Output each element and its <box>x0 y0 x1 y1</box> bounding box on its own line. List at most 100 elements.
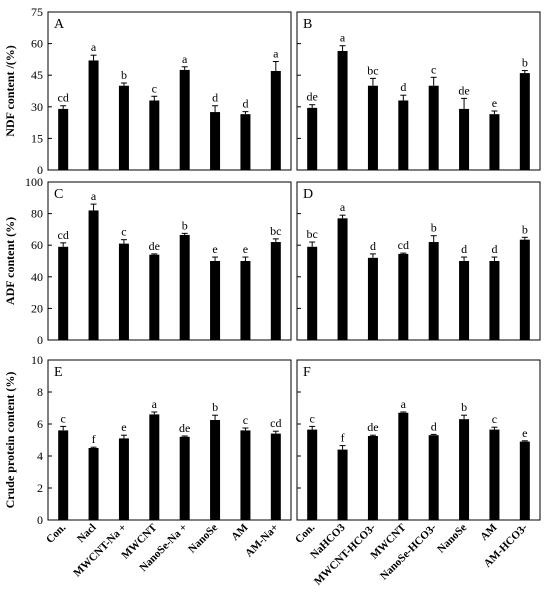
bar <box>337 50 348 171</box>
significance-letter: de <box>179 421 190 435</box>
x-tick-label: NanoSe <box>435 522 469 556</box>
bar <box>210 261 221 340</box>
significance-letter: d <box>461 242 467 256</box>
panel-frame-b <box>296 11 541 171</box>
y-tick-label: 2 <box>37 481 43 495</box>
significance-letter: a <box>401 397 407 411</box>
x-tick-label: AM-Na+ <box>243 522 281 560</box>
bar <box>149 414 160 520</box>
bar <box>459 419 470 520</box>
significance-letter: cd <box>58 91 69 105</box>
bar <box>428 435 439 520</box>
y-tick-label: 30 <box>31 100 43 114</box>
bar <box>210 420 221 520</box>
significance-letter: a <box>91 40 97 54</box>
y-axis-title: ADF content (%) <box>3 217 17 305</box>
significance-letter: c <box>492 412 497 426</box>
significance-letter: b <box>522 222 528 236</box>
bar <box>118 243 129 340</box>
bar <box>489 429 500 520</box>
significance-letter: e <box>121 420 126 434</box>
panel-frame-f <box>296 359 541 521</box>
x-tick-label: MWCNT-Na + <box>71 522 129 580</box>
x-tick-label: Nacl <box>75 522 99 546</box>
panel-frame-c <box>47 181 292 341</box>
significance-letter: e <box>492 96 497 110</box>
bar <box>210 112 221 170</box>
significance-letter: b <box>121 68 127 82</box>
significance-letter: c <box>61 411 66 425</box>
significance-letter: d <box>431 419 437 433</box>
bar <box>307 107 318 170</box>
significance-letter: de <box>458 83 469 97</box>
panel-label-e: E <box>54 365 63 380</box>
y-axis-title: NDF content /(%) <box>3 45 17 137</box>
bar <box>88 60 99 170</box>
y-tick-label: 15 <box>31 131 43 145</box>
significance-letter: c <box>152 81 157 95</box>
panel-label-f: F <box>303 365 311 380</box>
bar <box>398 412 409 520</box>
significance-letter: bc <box>270 224 281 238</box>
bar <box>179 69 190 170</box>
significance-letter: a <box>340 31 346 45</box>
bar <box>179 436 190 520</box>
y-tick-label: 0 <box>37 333 43 347</box>
bar <box>367 257 378 340</box>
bar <box>337 218 348 340</box>
bar <box>337 449 348 520</box>
bar <box>307 429 318 520</box>
bar <box>307 246 318 340</box>
panel-label-c: C <box>54 187 63 202</box>
significance-letter: de <box>149 239 160 253</box>
bar <box>58 108 69 170</box>
bar <box>519 239 530 340</box>
bar <box>489 114 500 170</box>
significance-letter: cd <box>58 228 69 242</box>
significance-letter: d <box>242 97 248 111</box>
significance-letter: e <box>243 242 248 256</box>
significance-letter: a <box>273 47 279 61</box>
significance-letter: a <box>182 52 188 66</box>
x-tick-label: AM <box>478 521 500 543</box>
significance-letter: b <box>212 400 218 414</box>
significance-letter: b <box>522 56 528 70</box>
significance-letter: d <box>212 91 218 105</box>
significance-letter: de <box>367 420 378 434</box>
x-tick-label: AM <box>229 521 251 543</box>
significance-letter: d <box>370 239 376 253</box>
significance-letter: a <box>91 189 97 203</box>
significance-letter: cd <box>270 416 281 430</box>
y-tick-label: 0 <box>37 513 43 527</box>
significance-letter: e <box>522 426 527 440</box>
x-tick-label: NanoSe <box>186 522 220 556</box>
y-tick-label: 45 <box>31 68 43 82</box>
significance-letter: cd <box>398 238 409 252</box>
significance-letter: d <box>491 242 497 256</box>
significance-letter: bc <box>307 227 318 241</box>
y-tick-label: 20 <box>31 301 43 315</box>
significance-letter: b <box>461 400 467 414</box>
bar <box>88 210 99 340</box>
significance-letter: a <box>152 397 158 411</box>
bar <box>489 261 500 340</box>
significance-letter: c <box>310 411 315 425</box>
bar <box>118 85 129 170</box>
panel-frame-e <box>47 359 292 521</box>
y-tick-label: 10 <box>31 353 43 367</box>
y-tick-label: 6 <box>37 417 43 431</box>
x-tick-label: NanoSe-HCO3- <box>378 521 439 582</box>
bar <box>428 242 439 340</box>
y-tick-label: 100 <box>25 175 43 189</box>
y-tick-label: 75 <box>31 5 43 19</box>
bar <box>367 85 378 170</box>
bar <box>58 246 69 340</box>
significance-letter: de <box>307 90 318 104</box>
panel-label-b: B <box>303 17 312 32</box>
panel-label-a: A <box>54 17 65 32</box>
significance-letter: c <box>243 413 248 427</box>
y-tick-label: 80 <box>31 207 43 221</box>
bar <box>58 430 69 520</box>
bar <box>519 441 530 520</box>
